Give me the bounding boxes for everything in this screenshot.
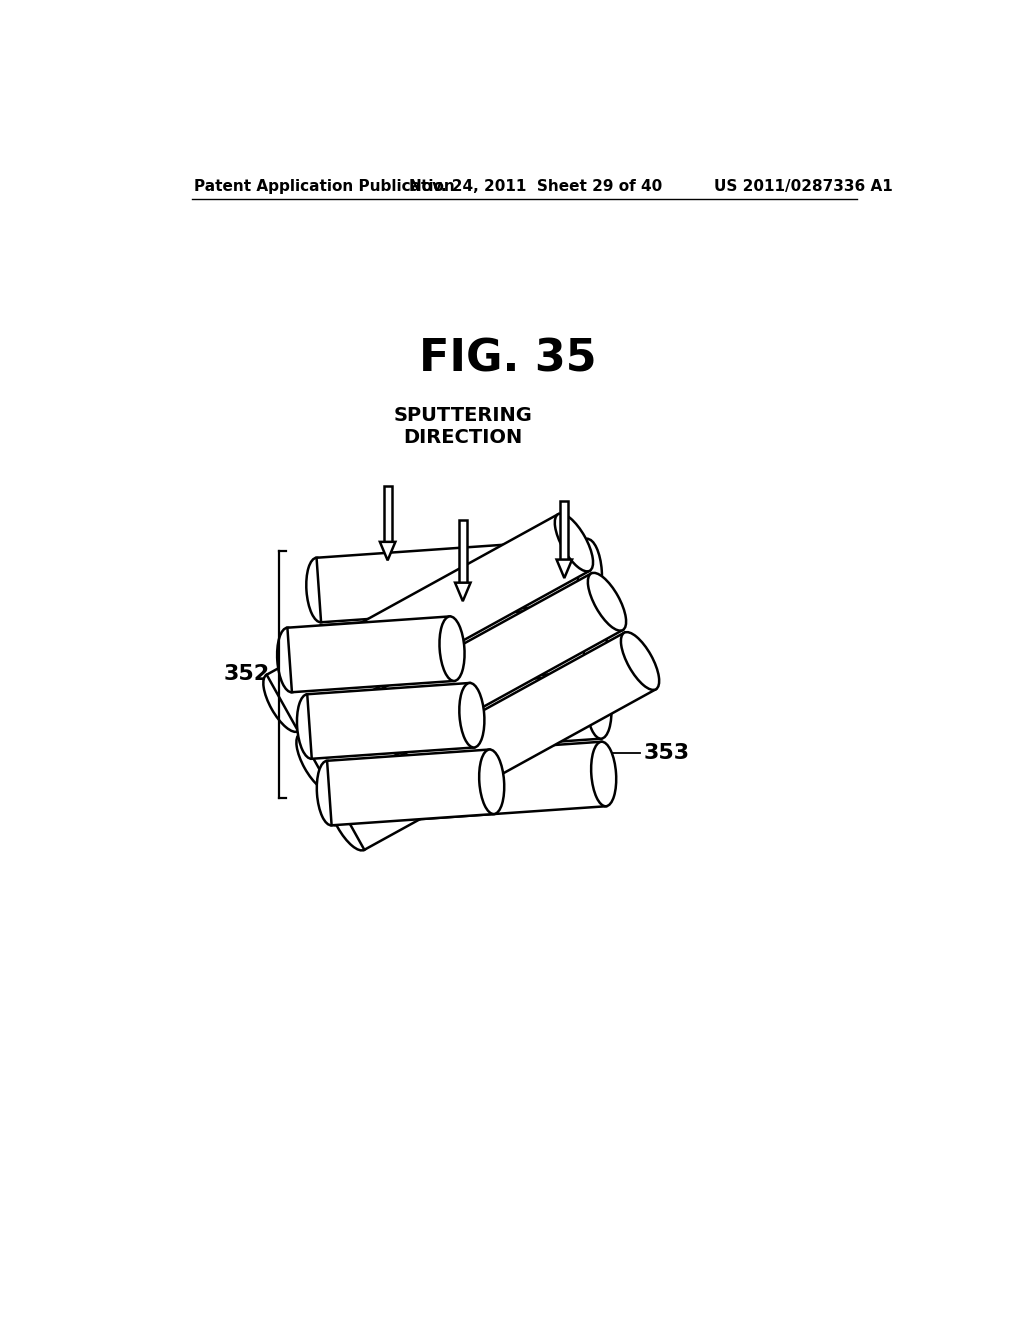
- Polygon shape: [307, 682, 474, 759]
- Ellipse shape: [315, 693, 341, 758]
- Ellipse shape: [306, 558, 332, 622]
- Text: FIG. 35: FIG. 35: [419, 337, 596, 380]
- Ellipse shape: [621, 632, 659, 690]
- Polygon shape: [380, 543, 395, 561]
- Text: 353: 353: [643, 743, 689, 763]
- Ellipse shape: [588, 573, 626, 631]
- Ellipse shape: [577, 539, 602, 603]
- Ellipse shape: [278, 628, 302, 692]
- Text: Patent Application Publication: Patent Application Publication: [194, 180, 455, 194]
- Polygon shape: [459, 520, 467, 582]
- Text: 352: 352: [223, 664, 270, 684]
- Ellipse shape: [582, 606, 606, 671]
- Ellipse shape: [479, 750, 504, 814]
- Text: Nov. 24, 2011  Sheet 29 of 40: Nov. 24, 2011 Sheet 29 of 40: [409, 180, 662, 194]
- Ellipse shape: [555, 513, 593, 572]
- Polygon shape: [288, 616, 455, 692]
- Polygon shape: [300, 573, 623, 791]
- Polygon shape: [333, 632, 655, 850]
- Polygon shape: [560, 502, 568, 560]
- Text: US 2011/0287336 A1: US 2011/0287336 A1: [714, 180, 893, 194]
- Ellipse shape: [439, 616, 465, 681]
- Ellipse shape: [296, 734, 335, 791]
- Polygon shape: [384, 486, 391, 543]
- Polygon shape: [266, 515, 590, 731]
- Polygon shape: [455, 582, 471, 601]
- Polygon shape: [331, 742, 606, 825]
- Ellipse shape: [587, 675, 611, 739]
- Text: SPUTTERING
DIRECTION: SPUTTERING DIRECTION: [393, 407, 532, 447]
- Polygon shape: [326, 675, 601, 758]
- Ellipse shape: [297, 694, 323, 759]
- Polygon shape: [316, 539, 592, 622]
- Ellipse shape: [263, 675, 302, 731]
- Ellipse shape: [330, 792, 368, 850]
- Polygon shape: [557, 560, 572, 578]
- Ellipse shape: [321, 760, 346, 825]
- Polygon shape: [322, 607, 596, 690]
- Ellipse shape: [460, 682, 484, 747]
- Polygon shape: [327, 750, 494, 825]
- Ellipse shape: [316, 760, 342, 825]
- Ellipse shape: [311, 626, 336, 690]
- Ellipse shape: [591, 742, 616, 807]
